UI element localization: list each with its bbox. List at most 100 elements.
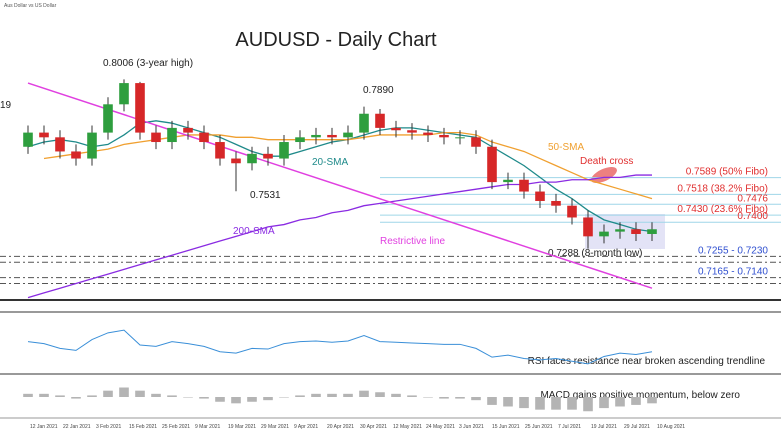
macd-bar (327, 393, 337, 397)
level-label: 0.7400 (737, 211, 768, 222)
x-tick-label: 9 Mar 2021 (195, 424, 221, 430)
macd-bar (535, 397, 545, 410)
chart-title: AUDUSD - Daily Chart (235, 29, 437, 51)
candle-body (471, 137, 481, 147)
macd-bar (519, 397, 529, 409)
macd-bar (23, 393, 33, 397)
candle-body (263, 153, 273, 159)
level-label: 0.7476 (737, 193, 768, 204)
rsi-note: RSI faces resistance near broken ascendi… (528, 356, 766, 367)
candle-body (567, 205, 577, 218)
x-tick-label: 10 Aug 2021 (657, 424, 685, 430)
candle-body (119, 83, 129, 105)
macd-bar (119, 387, 129, 397)
candle-body (231, 158, 241, 164)
x-tick-label: 12 Jan 2021 (30, 424, 58, 430)
macd-bar (407, 395, 417, 397)
annotation: 19 (0, 100, 12, 111)
candle-body (615, 229, 625, 232)
macd-bar (199, 397, 209, 399)
candle-body (535, 191, 545, 201)
macd-bar (183, 397, 193, 398)
macd-bar (71, 397, 81, 399)
death-cross-marker (591, 166, 617, 184)
candle-body (183, 127, 193, 133)
candle-body (167, 127, 177, 143)
sma-line (27, 120, 653, 233)
macd-bar (359, 390, 369, 397)
candle-body (407, 130, 417, 133)
candle-body (215, 142, 225, 159)
candle-body (199, 132, 209, 143)
macd-bar (167, 395, 177, 397)
macd-bar (439, 397, 449, 399)
annotation: 0.7890 (363, 85, 394, 96)
x-tick-label: 20 Apr 2021 (327, 424, 354, 430)
macd-bar (599, 397, 609, 409)
candle-body (503, 179, 513, 183)
macd-bar (615, 397, 625, 407)
candle-body (151, 132, 161, 143)
candle-body (551, 200, 561, 206)
candle-body (247, 153, 257, 164)
macd-bar (87, 395, 97, 397)
x-tick-label: 25 Feb 2021 (162, 424, 190, 430)
series-label: 20-SMA (312, 157, 348, 168)
macd-bar (647, 397, 657, 404)
trendline (27, 82, 653, 289)
macd-bar (263, 397, 273, 401)
candle-body (135, 83, 145, 133)
candle-body (375, 113, 385, 128)
macd-bar (311, 393, 321, 397)
macd-bar (295, 395, 305, 397)
macd-bar (487, 397, 497, 405)
candle-body (439, 134, 449, 138)
macd-bar (631, 397, 641, 405)
candle-body (599, 231, 609, 237)
macd-bar (583, 397, 593, 412)
candle-body (327, 134, 337, 138)
macd-bar (279, 397, 289, 398)
x-tick-label: 25 Jun 2021 (525, 424, 553, 430)
x-tick-label: 3 Jun 2021 (459, 424, 484, 430)
x-tick-label: 19 Mar 2021 (228, 424, 256, 430)
x-tick-label: 3 Feb 2021 (96, 424, 122, 430)
macd-bar (215, 397, 225, 402)
macd-bar (551, 397, 561, 410)
candle-body (647, 229, 657, 234)
macd-bar (471, 397, 481, 401)
candle-body (23, 132, 33, 147)
candle-body (39, 132, 49, 138)
macd-bar (503, 397, 513, 407)
candle-body (583, 217, 593, 237)
candle-body (71, 151, 81, 159)
level-label: 0.7589 (50% Fibo) (686, 167, 768, 178)
annotation: 0.8006 (3-year high) (103, 58, 193, 69)
x-tick-label: 22 Jan 2021 (63, 424, 91, 430)
macd-bar (343, 393, 353, 397)
macd-bar (247, 397, 257, 402)
macd-bar (567, 397, 577, 410)
macd-note: MACD gains positive momentum, below zero (540, 390, 740, 401)
candle-body (55, 137, 65, 152)
x-tick-label: 30 Apr 2021 (360, 424, 387, 430)
candle-body (455, 137, 465, 139)
candle-body (103, 104, 113, 133)
candle-body (343, 132, 353, 138)
x-tick-label: 29 Jul 2021 (624, 424, 650, 430)
macd-bar (55, 395, 65, 397)
x-tick-label: 19 Jul 2021 (591, 424, 617, 430)
candle-body (391, 127, 401, 131)
sma-line (27, 174, 652, 299)
x-tick-label: 9 Apr 2021 (294, 424, 318, 430)
candle-body (311, 134, 321, 138)
series-label: Restrictive line (380, 236, 445, 247)
annotation: Death cross (580, 156, 633, 167)
candle-body (279, 142, 289, 159)
level-label: 0.7165 - 0.7140 (698, 267, 768, 278)
candle-body (87, 132, 97, 159)
macd-bar (231, 397, 241, 404)
macd-bar (135, 390, 145, 397)
subtitle: Aus Dollar vs US Dollar (4, 3, 57, 9)
